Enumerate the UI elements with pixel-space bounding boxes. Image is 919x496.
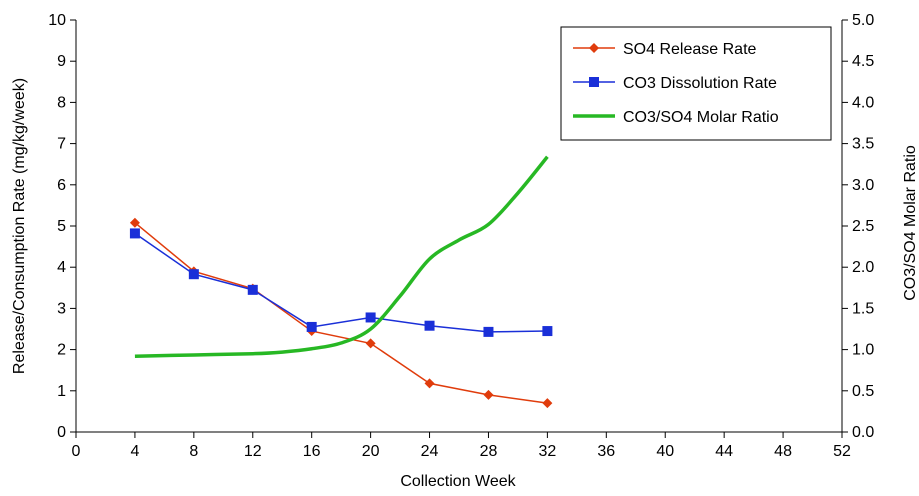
x-tick-label: 12 <box>244 443 262 460</box>
data-point <box>188 269 199 280</box>
right-tick-label: 0.0 <box>852 424 874 441</box>
data-point <box>483 326 494 337</box>
right-tick-label: 3.5 <box>852 136 874 153</box>
x-tick-label: 44 <box>715 443 733 460</box>
right-tick-label: 4.0 <box>852 94 874 111</box>
legend: SO4 Release Rate CO3 Dissolution Rate CO3/… <box>560 26 832 141</box>
left-tick-label: 3 <box>57 300 66 317</box>
data-point <box>306 321 317 332</box>
legend-entry-co3-so4-molar-ratio: CO3/SO4 Molar Ratio <box>573 109 779 126</box>
legend-label: CO3 Dissolution Rate <box>623 75 777 92</box>
data-point <box>365 338 376 349</box>
series-line <box>134 155 549 358</box>
legend-marker <box>589 43 599 53</box>
x-axis-ticks: 0 4 8 12 16 20 24 28 32 36 40 44 48 52 <box>72 432 851 460</box>
right-axis-ticks: 0.0 0.5 1.0 1.5 2.0 2.5 3.0 3.5 4.0 4.5 5.0 <box>842 12 874 441</box>
legend-label: SO4 Release Rate <box>623 41 757 58</box>
x-tick-label: 40 <box>656 443 674 460</box>
x-tick-label: 0 <box>72 443 81 460</box>
left-tick-label: 7 <box>57 136 66 153</box>
data-point <box>365 312 376 323</box>
legend-box <box>560 26 832 141</box>
data-point <box>542 326 553 337</box>
right-tick-label: 1.5 <box>852 300 874 317</box>
x-tick-label: 32 <box>538 443 556 460</box>
x-tick-label: 52 <box>833 443 851 460</box>
x-tick-label: 48 <box>774 443 792 460</box>
series-layer <box>129 155 553 409</box>
legend-marker <box>589 77 599 87</box>
data-point <box>129 228 140 239</box>
x-tick-label: 20 <box>362 443 380 460</box>
series-co3-dissolution-rate <box>129 228 553 337</box>
left-axis-title: Release/Consumption Rate (mg/kg/week) <box>11 78 28 374</box>
x-axis-title: Collection Week <box>400 473 516 490</box>
series-co3-so4-molar-ratio <box>134 155 549 358</box>
series-line <box>134 222 548 404</box>
right-axis-title: CO3/SO4 Molar Ratio <box>902 145 919 301</box>
right-tick-label: 2.0 <box>852 259 874 276</box>
left-axis-ticks: 0 1 2 3 4 5 6 7 8 9 10 <box>48 12 76 441</box>
left-tick-label: 1 <box>57 383 66 400</box>
left-tick-label: 0 <box>57 424 66 441</box>
data-point <box>483 389 494 400</box>
series-line <box>134 232 548 333</box>
x-tick-label: 28 <box>480 443 498 460</box>
left-tick-label: 6 <box>57 177 66 194</box>
left-tick-label: 2 <box>57 342 66 359</box>
right-tick-label: 0.5 <box>852 383 874 400</box>
x-tick-label: 16 <box>303 443 321 460</box>
data-point <box>424 320 435 331</box>
x-tick-label: 24 <box>421 443 439 460</box>
left-tick-label: 9 <box>57 53 66 70</box>
data-point <box>542 398 553 409</box>
data-point <box>424 378 435 389</box>
left-tick-label: 4 <box>57 259 66 276</box>
right-tick-label: 4.5 <box>852 53 874 70</box>
right-tick-label: 5.0 <box>852 12 874 29</box>
legend-entry-so4-release-rate: SO4 Release Rate <box>573 41 757 58</box>
data-point <box>247 284 258 295</box>
x-tick-label: 4 <box>130 443 139 460</box>
x-tick-label: 8 <box>189 443 198 460</box>
right-tick-label: 1.0 <box>852 342 874 359</box>
right-tick-label: 3.0 <box>852 177 874 194</box>
x-tick-label: 36 <box>597 443 615 460</box>
left-tick-label: 8 <box>57 94 66 111</box>
right-tick-label: 2.5 <box>852 218 874 235</box>
series-so4-release-rate <box>129 217 553 409</box>
left-tick-label: 5 <box>57 218 66 235</box>
legend-label: CO3/SO4 Molar Ratio <box>623 109 779 126</box>
data-point <box>129 217 140 228</box>
legend-entry-co3-dissolution-rate: CO3 Dissolution Rate <box>573 75 777 92</box>
left-tick-label: 10 <box>48 12 66 29</box>
